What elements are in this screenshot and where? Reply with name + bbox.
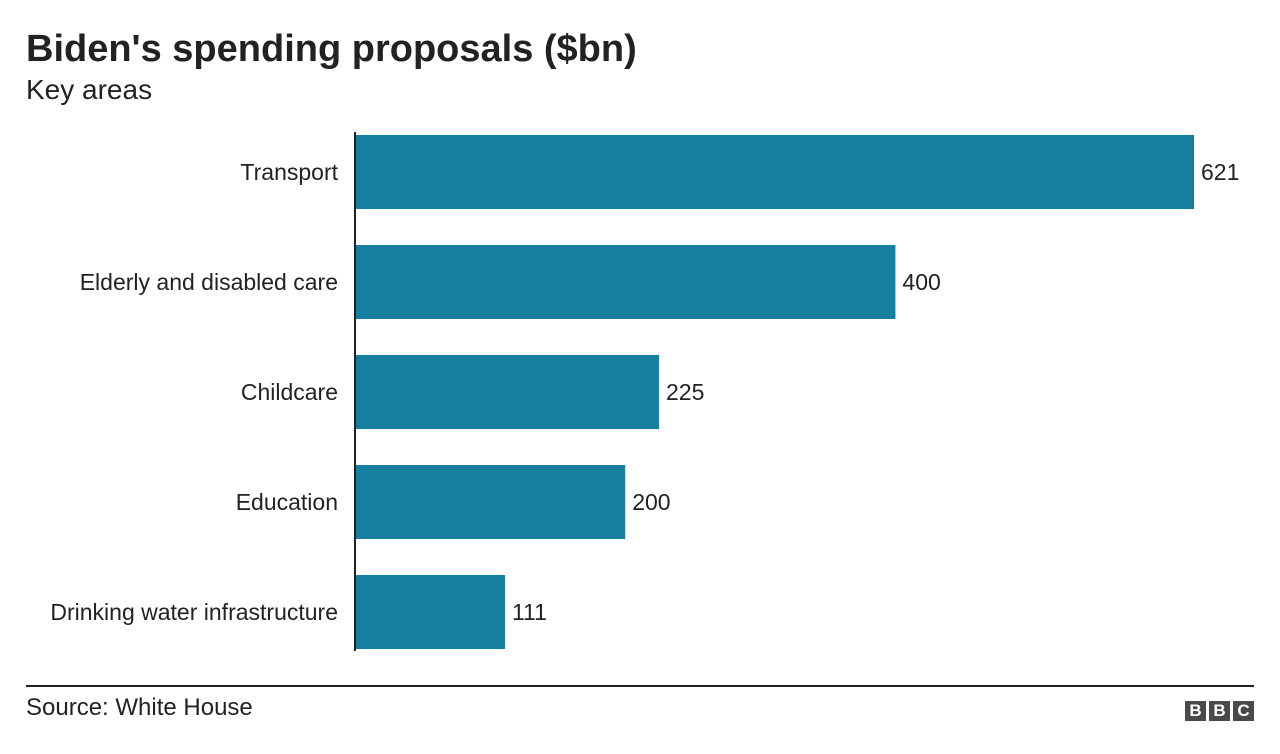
category-label: Transport — [240, 159, 338, 185]
bbc-logo-letter: C — [1233, 701, 1254, 721]
data-label: 225 — [666, 379, 704, 405]
data-label: 400 — [902, 269, 940, 295]
category-label: Education — [236, 489, 338, 515]
bar-chart: Transport 621 Elderly and disabled care 400… — [50, 132, 1239, 651]
bar — [355, 245, 896, 319]
bar — [355, 575, 505, 649]
bbc-logo-letter: B — [1209, 701, 1230, 721]
category-label: Childcare — [241, 379, 338, 405]
chart-subtitle: Key areas — [26, 74, 153, 105]
source-note: Source: White House — [26, 694, 253, 721]
footer-divider — [26, 685, 1254, 687]
data-label: 111 — [512, 599, 547, 625]
bar — [355, 465, 626, 539]
category-label: Elderly and disabled care — [80, 269, 338, 295]
category-label: Drinking water infrastructure — [50, 599, 338, 625]
bar — [355, 135, 1194, 209]
data-label: 200 — [632, 489, 670, 515]
chart-title: Biden's spending proposals ($bn) — [26, 28, 637, 70]
bbc-logo-letter: B — [1185, 701, 1206, 721]
data-label: 621 — [1201, 159, 1239, 185]
bbc-logo: B B C — [1185, 701, 1254, 721]
bar — [355, 355, 659, 429]
